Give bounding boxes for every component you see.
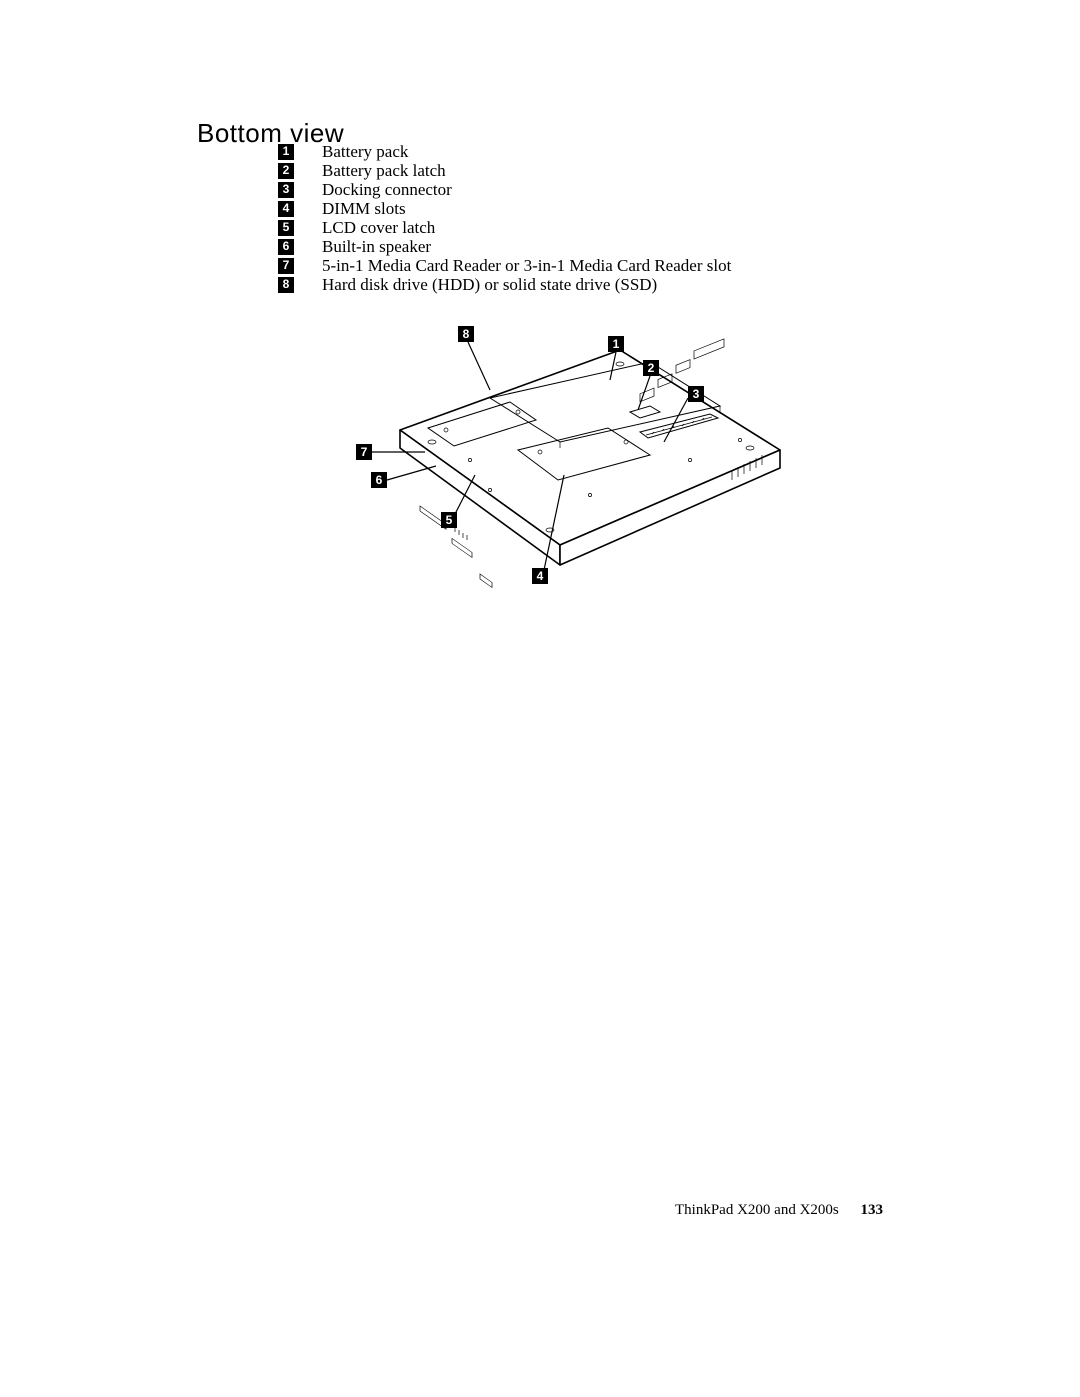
legend-row: 1 Battery pack	[278, 142, 731, 161]
legend-marker: 7	[278, 258, 294, 274]
laptop-bottom-illustration	[340, 320, 810, 600]
legend-row: 2 Battery pack latch	[278, 161, 731, 180]
legend-marker: 4	[278, 201, 294, 217]
legend-label: DIMM slots	[322, 199, 406, 218]
legend-row: 3 Docking connector	[278, 180, 731, 199]
legend-marker: 1	[278, 144, 294, 160]
legend-label: Docking connector	[322, 180, 452, 199]
legend-label: 5-in-1 Media Card Reader or 3-in-1 Media…	[322, 256, 731, 275]
diagram-callout: 1	[608, 336, 624, 352]
legend-marker: 8	[278, 277, 294, 293]
legend-row: 7 5-in-1 Media Card Reader or 3-in-1 Med…	[278, 256, 731, 275]
diagram-callout: 7	[356, 444, 372, 460]
page-footer: ThinkPad X200 and X200s 133	[675, 1202, 883, 1219]
legend-label: Battery pack	[322, 142, 408, 161]
bottom-view-diagram: 8 1 2 3 7 6 5 4	[340, 320, 810, 600]
footer-text: ThinkPad X200 and X200s	[675, 1202, 839, 1218]
legend-row: 6 Built-in speaker	[278, 237, 731, 256]
legend-marker: 2	[278, 163, 294, 179]
legend-row: 8 Hard disk drive (HDD) or solid state d…	[278, 275, 731, 294]
legend-label: LCD cover latch	[322, 218, 435, 237]
diagram-callout: 5	[441, 512, 457, 528]
legend-row: 4 DIMM slots	[278, 199, 731, 218]
diagram-callout: 8	[458, 326, 474, 342]
legend-row: 5 LCD cover latch	[278, 218, 731, 237]
legend-label: Built-in speaker	[322, 237, 431, 256]
legend-marker: 3	[278, 182, 294, 198]
diagram-callout: 4	[532, 568, 548, 584]
diagram-callout: 2	[643, 360, 659, 376]
legend-marker: 5	[278, 220, 294, 236]
parts-legend: 1 Battery pack 2 Battery pack latch 3 Do…	[278, 142, 731, 294]
legend-label: Battery pack latch	[322, 161, 446, 180]
page-number: 133	[861, 1202, 884, 1218]
diagram-callout: 6	[371, 472, 387, 488]
document-page: Bottom view 1 Battery pack 2 Battery pac…	[0, 0, 1080, 1397]
legend-marker: 6	[278, 239, 294, 255]
legend-label: Hard disk drive (HDD) or solid state dri…	[322, 275, 657, 294]
diagram-callout: 3	[688, 386, 704, 402]
